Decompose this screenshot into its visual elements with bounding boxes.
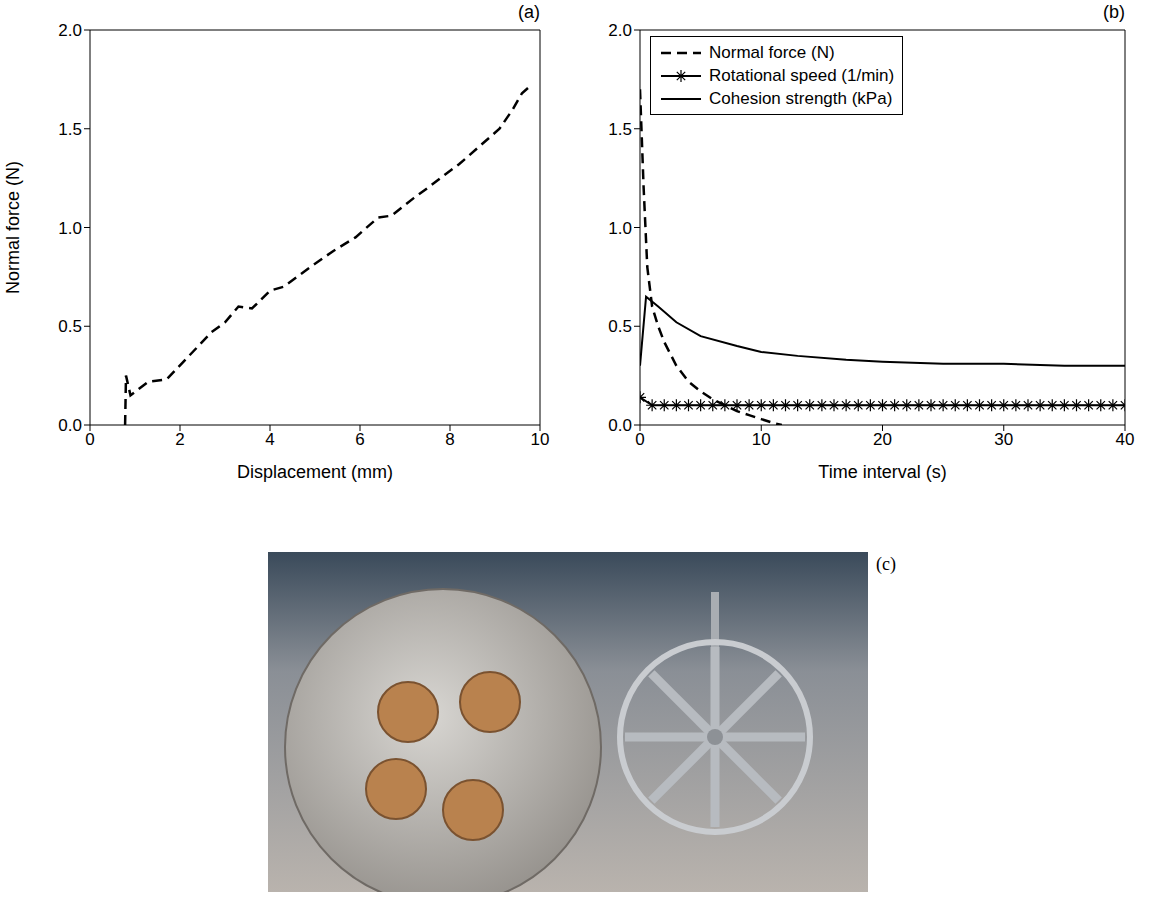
- svg-text:0: 0: [635, 430, 644, 449]
- svg-text:0: 0: [85, 430, 94, 449]
- svg-text:8: 8: [445, 430, 454, 449]
- svg-text:Time interval (s): Time interval (s): [818, 462, 946, 482]
- svg-text:1.5: 1.5: [58, 120, 82, 139]
- svg-text:Normal force (N): Normal force (N): [3, 161, 23, 294]
- svg-text:1.5: 1.5: [608, 120, 632, 139]
- svg-text:1.0: 1.0: [58, 219, 82, 238]
- html-text:(a): (a): [518, 2, 540, 22]
- svg-text:0.5: 0.5: [608, 317, 632, 336]
- svg-text:2.0: 2.0: [608, 21, 632, 40]
- svg-text:1.0: 1.0: [608, 219, 632, 238]
- svg-text:6: 6: [355, 430, 364, 449]
- svg-text:Displacement (mm): Displacement (mm): [237, 462, 393, 482]
- html-text:Normal force (N): Normal force (N): [709, 42, 835, 62]
- svg-text:0.5: 0.5: [58, 317, 82, 336]
- html-text:(b): (b): [1103, 2, 1125, 22]
- svg-text:30: 30: [994, 430, 1013, 449]
- svg-text:10: 10: [752, 430, 771, 449]
- svg-text:0.0: 0.0: [608, 416, 632, 435]
- svg-text:40: 40: [1116, 430, 1135, 449]
- svg-text:20: 20: [873, 430, 892, 449]
- svg-text:2: 2: [175, 430, 184, 449]
- svg-text:0.0: 0.0: [58, 416, 82, 435]
- svg-text:4: 4: [265, 430, 274, 449]
- svg-text:2.0: 2.0: [58, 21, 82, 40]
- html-text:Rotational speed (1/min): Rotational speed (1/min): [709, 65, 895, 85]
- html-text:(c): (c): [876, 554, 896, 574]
- svg-text:10: 10: [531, 430, 550, 449]
- html-text:Cohesion strength (kPa): Cohesion strength (kPa): [709, 88, 893, 108]
